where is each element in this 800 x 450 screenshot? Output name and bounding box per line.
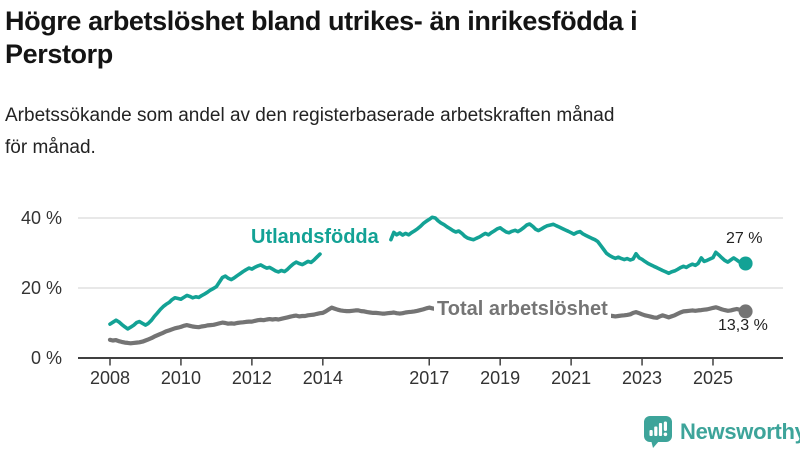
page-title-line-2: Perstorp [5, 39, 113, 69]
page-title-line-1: Högre arbetslöshet bland utrikes- än inr… [5, 6, 638, 36]
end-value-label-utlandsfodda: 27 % [726, 230, 763, 247]
x-tick-label-2008: 2008 [90, 368, 130, 388]
series-end-dot-utlandsfodda [738, 256, 753, 271]
x-tick-label-2017: 2017 [409, 368, 449, 388]
x-tick-label-2012: 2012 [232, 368, 272, 388]
y-tick-label-0: 0 % [31, 348, 62, 368]
page-title: Högre arbetslöshet bland utrikes- än inr… [5, 5, 638, 71]
series-line-total [107, 305, 748, 346]
x-tick-label-2023: 2023 [622, 368, 662, 388]
series-line-utlandsfodda [108, 252, 322, 331]
series-line-utlandsfodda-1 [389, 215, 748, 276]
bar-chart-speech-bubble-icon [644, 416, 672, 448]
newsworthy-logo[interactable]: Newsworthy [643, 415, 800, 448]
y-tick-label-40: 40 % [21, 208, 62, 228]
x-tick-label-2010: 2010 [161, 368, 201, 388]
x-tick-label-2014: 2014 [303, 368, 343, 388]
x-tick-label-2019: 2019 [480, 368, 520, 388]
end-value-label-total: 13,3 % [718, 317, 768, 334]
page-subtitle: Arbetssökande som andel av den registerb… [5, 100, 614, 164]
newsworthy-wordmark: Newsworthy [680, 418, 800, 444]
x-tick-label-2021: 2021 [551, 368, 591, 388]
series-label-total-arbetsloshet: Total arbetslöshet [434, 298, 611, 321]
series-label-utlandsfodda: Utlandsfödda [251, 226, 379, 248]
y-tick-label-20: 20 % [21, 278, 62, 298]
x-tick-label-2025: 2025 [693, 368, 733, 388]
page-subtitle-line-2: för månad. [5, 137, 96, 158]
page-subtitle-line-1: Arbetssökande som andel av den registerb… [5, 105, 615, 126]
series-end-dot-total [738, 304, 753, 319]
